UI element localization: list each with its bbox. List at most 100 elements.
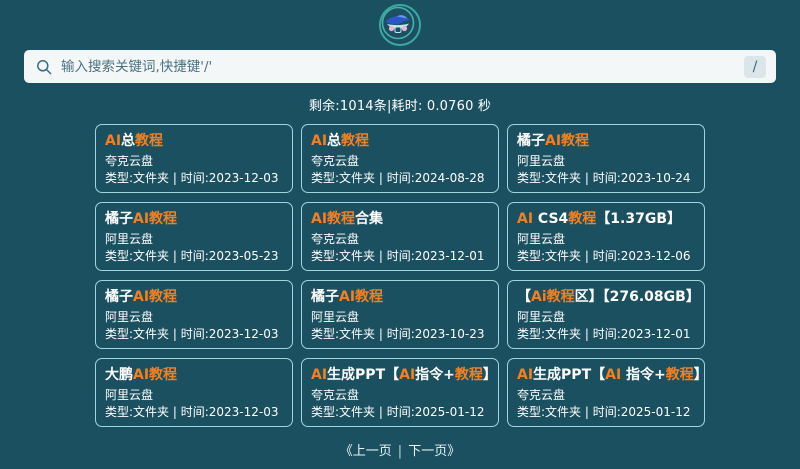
result-title-highlight: 教程 <box>568 211 597 227</box>
search-bar: / <box>0 50 800 83</box>
result-source: 阿里云盘 <box>517 310 566 324</box>
result-title-text: 橘子 <box>311 289 339 305</box>
result-title-highlight: AI <box>105 133 122 149</box>
result-title-text: 【1.37GB】 <box>596 211 681 227</box>
result-status-text: 剩余:1014条|耗时: 0.0760 秒 <box>308 99 492 114</box>
result-title-text: 总 <box>327 133 342 149</box>
pagination: 《上一页 | 下一页》 <box>0 440 800 459</box>
search-input[interactable] <box>61 50 744 83</box>
result-source: 阿里云盘 <box>105 310 154 324</box>
result-title-text: 生成PPT【 <box>327 367 400 383</box>
result-title-text: 合集 <box>355 211 384 227</box>
result-title-text: 指令+ <box>415 367 455 383</box>
result-meta: 类型:文件夹 | 时间:2023-12-03 <box>105 171 279 185</box>
result-meta: 类型:文件夹 | 时间:2023-12-03 <box>105 327 279 341</box>
search-box[interactable]: / <box>24 50 776 83</box>
result-card[interactable]: AI CS4教程【1.37GB】阿里云盘类型:文件夹 | 时间:2023-12-… <box>507 202 705 271</box>
logo-bar <box>0 0 800 50</box>
result-meta: 类型:文件夹 | 时间:2024-08-28 <box>311 171 485 185</box>
result-title-text: 总 <box>121 133 136 149</box>
result-title-highlight: AI <box>311 367 328 383</box>
result-source: 阿里云盘 <box>517 232 566 246</box>
result-card[interactable]: 大鹏AI教程阿里云盘类型:文件夹 | 时间:2023-12-03 <box>95 358 293 427</box>
result-meta: 类型:文件夹 | 时间:2023-10-23 <box>311 327 485 341</box>
result-title-highlight: 教程 <box>135 133 164 149</box>
result-title-highlight: AI <box>311 211 328 227</box>
results-grid: AI总教程 夸克云盘 类型:文件夹 | 时间:2023-12-03 AI总教程 夸克云盘… <box>0 124 800 427</box>
result-title-text: 大鹏 <box>105 367 133 383</box>
result-title-text: 指令+ <box>621 367 666 383</box>
pagination-open-bracket: 《 <box>339 444 353 459</box>
result-card[interactable]: AI总教程夸克云盘类型:文件夹 | 时间:2023-12-03 <box>95 124 293 193</box>
result-title-highlight: 教程 <box>341 133 370 149</box>
result-title-highlight: AI <box>545 133 562 149</box>
result-title: 橘子AI教程 <box>311 288 489 306</box>
result-title-text: 】 <box>694 367 704 383</box>
result-meta: 类型:文件夹 | 时间:2023-12-01 <box>311 249 485 263</box>
result-meta: 类型:文件夹 | 时间:2023-12-03 <box>105 405 279 419</box>
result-title: 橘子AI教程 <box>517 132 695 150</box>
result-meta: 类型:文件夹 | 时间:2023-12-06 <box>517 249 691 263</box>
result-source: 阿里云盘 <box>517 154 566 168</box>
result-source: 夸克云盘 <box>105 154 154 168</box>
result-title-highlight: AI <box>399 367 416 383</box>
result-card[interactable]: AI教程合集 夸克云盘 类型:文件夹 | 时间:2023-12-01 <box>301 202 499 271</box>
result-card[interactable]: 橘子AI教程阿里云盘类型:文件夹 | 时间:2023-05-23 <box>95 202 293 271</box>
result-title: AI生成PPT【AI 指令+教程】 <box>517 366 704 384</box>
result-source: 阿里云盘 <box>105 232 154 246</box>
result-card[interactable]: 【Ai教程区】【276.08GB】阿里云盘类型:文件夹 | 时间:2023-12… <box>507 280 705 349</box>
next-page-link[interactable]: 下一页 <box>408 444 448 459</box>
result-title-highlight: Ai <box>531 289 547 305</box>
result-title-text: 生成PPT【 <box>533 367 606 383</box>
result-meta: 类型:文件夹 | 时间:2025-01-12 <box>517 405 691 419</box>
result-title-text: 橘子 <box>105 211 133 227</box>
result-title: AI总教程 <box>311 132 489 150</box>
result-title-highlight: 教程 <box>454 367 483 383</box>
result-title-highlight: 教程 <box>327 211 356 227</box>
result-source: 夸克云盘 <box>311 154 360 168</box>
result-title: 大鹏AI教程 <box>105 366 283 384</box>
pagination-separator: | <box>397 444 403 459</box>
result-card[interactable]: 橘子AI教程 阿里云盘 类型:文件夹 | 时间:2023-10-23 <box>301 280 499 349</box>
result-title-highlight: 教程 <box>546 289 575 305</box>
prev-page-link[interactable]: 上一页 <box>352 444 392 459</box>
result-meta: 类型:文件夹 | 时间:2025-01-12 <box>311 405 485 419</box>
result-title-highlight: AI <box>133 211 150 227</box>
result-title-highlight: AI <box>133 289 150 305</box>
result-title-highlight: 教程 <box>355 289 384 305</box>
result-title: AI CS4教程【1.37GB】 <box>517 210 695 228</box>
search-icon <box>36 59 52 75</box>
result-card[interactable]: AI生成PPT【AI指令+教程】夸克云盘类型:文件夹 | 时间:2025-01-… <box>301 358 499 427</box>
result-title: 橘子AI教程 <box>105 210 283 228</box>
search-shortcut-badge[interactable]: / <box>744 55 766 78</box>
result-title-text: 橘子 <box>105 289 133 305</box>
result-card[interactable]: 橘子AI教程阿里云盘类型:文件夹 | 时间:2023-10-24 <box>507 124 705 193</box>
result-meta: 类型:文件夹 | 时间:2023-12-01 <box>517 327 691 341</box>
result-title-highlight: 教程 <box>149 211 178 227</box>
result-meta: 类型:文件夹 | 时间:2023-05-23 <box>105 249 279 263</box>
result-title: 橘子AI教程 <box>105 288 283 306</box>
result-title-text: 橘子 <box>517 133 545 149</box>
result-title-highlight: AI <box>517 367 534 383</box>
pagination-close-bracket: 》 <box>447 444 461 459</box>
result-title-highlight: AI <box>133 367 150 383</box>
result-source: 夸克云盘 <box>517 388 566 402</box>
result-title-highlight: AI <box>339 289 356 305</box>
result-title-highlight: 教程 <box>561 133 590 149</box>
result-title: AI教程合集 <box>311 210 489 228</box>
result-title: 【Ai教程区】【276.08GB】 <box>517 288 700 306</box>
result-source: 夸克云盘 <box>311 388 360 402</box>
result-title-text: 区】【276.08GB】 <box>574 289 700 305</box>
result-source: 阿里云盘 <box>105 388 154 402</box>
result-card[interactable]: AI总教程夸克云盘类型:文件夹 | 时间:2024-08-28 <box>301 124 499 193</box>
dolphin-logo-icon[interactable] <box>379 4 421 46</box>
result-title-highlight: AI <box>311 133 328 149</box>
result-title-highlight: 教程 <box>149 367 178 383</box>
result-title: AI总教程 <box>105 132 283 150</box>
result-card[interactable]: 橘子AI教程阿里云盘类型:文件夹 | 时间:2023-12-03 <box>95 280 293 349</box>
result-title-highlight: 教程 <box>665 367 694 383</box>
result-meta: 类型:文件夹 | 时间:2023-10-24 <box>517 171 691 185</box>
result-title: AI生成PPT【AI指令+教程】 <box>311 366 497 384</box>
